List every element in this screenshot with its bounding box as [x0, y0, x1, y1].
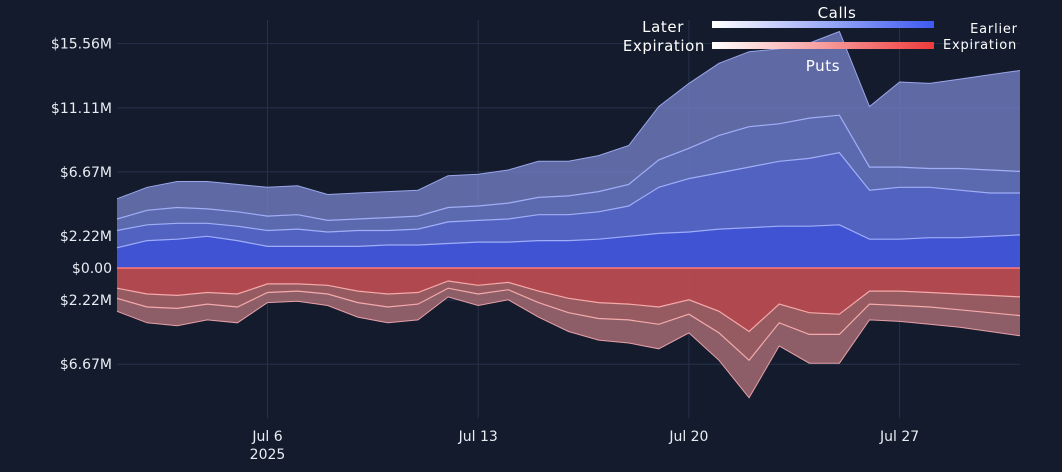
legend-calls-label: Calls — [818, 4, 857, 22]
legend-later-label: Later — [642, 18, 684, 36]
x-tick-sublabel: 2025 — [250, 447, 286, 463]
x-tick-label: Jul 27 — [879, 429, 919, 445]
y-tick-label: $6.67M — [60, 357, 112, 373]
x-axis-ticks: Jul 6 2025 Jul 13 Jul 20 Jul 27 — [250, 429, 919, 463]
puts-band-line — [116, 280, 1021, 333]
calls-band-line — [116, 152, 1020, 233]
y-axis-ticks: $15.56M $11.11M $6.67M $2.22M $0.00 $2.22M $6.… — [51, 37, 112, 374]
calls-band-line — [116, 114, 1021, 222]
x-tick-label: Jul 13 — [458, 429, 498, 445]
calls-total-line — [116, 30, 1021, 200]
calls-band-line — [116, 224, 1021, 249]
y-tick-label: $2.22M — [60, 229, 112, 245]
legend-calls-gradient — [712, 21, 934, 28]
y-tick-label: $11.11M — [51, 101, 112, 117]
y-tick-label: $2.22M — [60, 293, 112, 309]
legend-later-expiration-label: Expiration — [623, 37, 705, 55]
y-tick-label: $15.56M — [51, 37, 112, 53]
legend: Calls Later Expiration Earlier Expiratio… — [623, 4, 1018, 75]
puts-band-area — [117, 268, 1020, 332]
legend-puts-label: Puts — [806, 57, 840, 75]
legend-earlier-expiration-label: Expiration — [943, 38, 1017, 53]
legend-puts-gradient — [712, 42, 934, 49]
puts-total-line — [116, 296, 1021, 399]
y-tick-label: $0.00 — [72, 261, 112, 277]
puts-band-line — [116, 287, 1021, 362]
calls-band-area — [117, 224, 1020, 269]
x-tick-label: Jul 6 — [251, 429, 282, 445]
x-tick-label: Jul 20 — [668, 429, 708, 445]
chart-areas — [116, 30, 1021, 399]
legend-earlier-label: Earlier — [970, 22, 1018, 37]
y-tick-label: $6.67M — [60, 165, 112, 181]
